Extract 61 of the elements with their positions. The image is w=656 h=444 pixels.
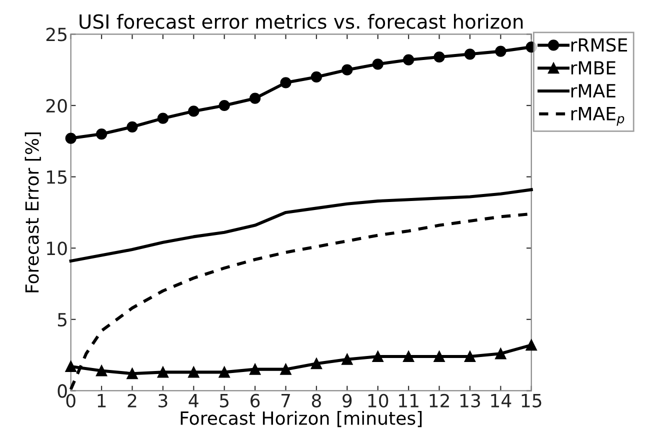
point	[526, 340, 537, 351]
y-tick-label: 0	[58, 384, 67, 398]
y-tick-label: 5	[58, 313, 66, 327]
point	[218, 100, 230, 112]
x-tick-label: 2	[128, 394, 136, 408]
y-tick-label: 15	[47, 170, 66, 184]
x-tick-label: 7	[281, 394, 290, 408]
point	[65, 132, 76, 144]
point	[372, 58, 384, 70]
line-series	[69, 188, 533, 262]
point	[403, 350, 414, 362]
x-tick-label: 15	[522, 394, 542, 408]
x-tick-label: 10	[368, 394, 388, 408]
x-tick-label: 11	[399, 394, 418, 408]
x-tick-label: 9	[342, 394, 352, 408]
x-tick-label: 3	[158, 394, 168, 408]
y-tick-label: 20	[46, 98, 67, 113]
point	[96, 365, 108, 376]
y-axis-title: Forecast Error [%]	[24, 132, 41, 292]
point	[434, 350, 445, 362]
y-tick-label: 25	[46, 28, 66, 42]
point	[310, 358, 322, 370]
x-tick-label: 6	[250, 394, 260, 408]
x-tick-label: 12	[430, 394, 449, 408]
point	[218, 366, 230, 378]
point	[157, 366, 169, 378]
point	[464, 350, 476, 362]
x-tick-label: 13	[460, 394, 480, 408]
x-tick-label: 1	[98, 394, 106, 408]
legend-label: rMBE	[571, 61, 616, 74]
point	[65, 360, 76, 372]
point	[126, 368, 138, 380]
point	[188, 366, 200, 378]
y-tick-label: 10	[47, 242, 67, 256]
point	[495, 46, 506, 57]
x-tick-label: 14	[491, 394, 512, 408]
point	[495, 348, 506, 360]
point	[126, 121, 138, 132]
legend-label: rRMSE	[571, 38, 628, 52]
legend-label: rMAE	[571, 84, 616, 98]
point	[434, 51, 445, 63]
point	[249, 92, 261, 104]
point	[188, 106, 200, 117]
point	[342, 64, 353, 76]
point	[372, 350, 384, 362]
point	[280, 77, 292, 88]
x-axis-title: Forecast Horizon [minutes]	[180, 410, 422, 428]
x-tick-label: 4	[188, 394, 198, 408]
x-tick-label: 8	[312, 394, 321, 408]
legend-label: rMAE$_{p}$	[571, 107, 624, 126]
point	[157, 112, 169, 124]
x-tick-label: 5	[220, 394, 229, 408]
point	[96, 128, 108, 140]
point	[464, 48, 476, 60]
point	[310, 71, 322, 83]
point	[249, 364, 261, 375]
x-tick-label: 0	[66, 394, 76, 408]
point	[342, 354, 353, 365]
point	[280, 364, 292, 375]
chart-title: USI forecast error metrics vs. forecast horizon	[80, 14, 523, 29]
point	[403, 54, 414, 66]
